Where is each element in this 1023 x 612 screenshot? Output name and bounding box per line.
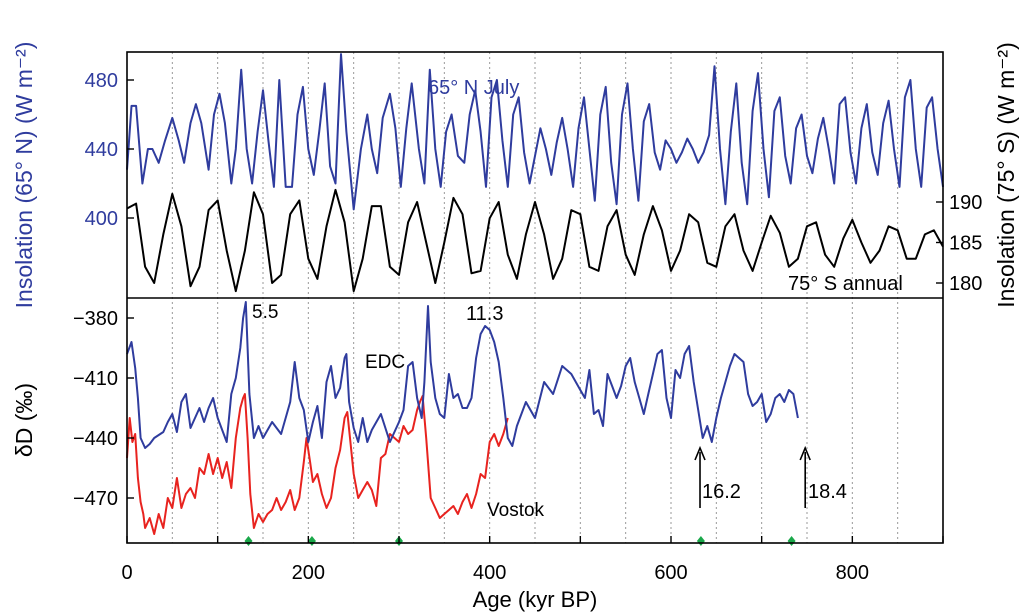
series-layer (126, 53, 944, 535)
series-edc-line (126, 301, 799, 449)
annotation-arrows (694, 445, 811, 508)
arrow-head (694, 445, 706, 461)
series-65n-july-line (126, 53, 944, 211)
annotation-edc: EDC (365, 352, 405, 373)
annotation-mis-18-4: 18.4 (808, 481, 847, 503)
y-tick-label-left-bottom: −410 (73, 368, 118, 390)
annotation-mis-11-3: 11.3 (466, 303, 503, 325)
y-tick-label-left-bottom: −380 (73, 308, 118, 330)
annotation-75s-annual: 75° S annual (788, 273, 903, 295)
green-marker (696, 536, 705, 546)
y-tick-label-left-top: 480 (85, 70, 118, 92)
x-tick-label: 200 (292, 562, 325, 584)
y-axis-label-right-top: Insolation (75° S) (W m⁻²) (993, 42, 1019, 307)
y-axis-label-left-bottom: δD (‰) (11, 383, 37, 457)
y-tick-label-right-top: 185 (949, 233, 982, 255)
x-tick-label: 800 (836, 562, 869, 584)
x-axis-label: Age (kyr BP) (473, 587, 598, 612)
x-tick-label: 600 (654, 562, 687, 584)
y-axes: 400 440 480 180 185 190 −470 −440 −410 −380 (73, 70, 982, 510)
annotation-mis-16-2: 16.2 (702, 481, 741, 503)
y-axis-label-left-top: Insolation (65° N) (W m⁻²) (11, 42, 37, 309)
green-marker (244, 536, 253, 546)
x-axis: 0 200 400 600 800 (121, 536, 944, 584)
y-tick-label-right-top: 180 (949, 273, 982, 295)
x-tick-label: 400 (473, 562, 506, 584)
green-marker (787, 536, 796, 546)
series-75s-annual-line (126, 188, 944, 293)
y-tick-label-left-top: 440 (85, 139, 118, 161)
x-tick-label: 0 (121, 562, 132, 584)
y-tick-label-right-top: 190 (949, 192, 982, 214)
annotations: 65° N July 75° S annual EDC Vostok 5.5 1… (252, 77, 903, 521)
annotation-vostok: Vostok (487, 500, 545, 521)
annotation-65n-july: 65° N July (428, 77, 519, 99)
annotation-mis-5-5: 5.5 (252, 302, 278, 323)
series-vostok-line (126, 393, 509, 535)
green-markers (244, 536, 796, 546)
y-tick-label-left-bottom: −440 (73, 428, 118, 450)
y-tick-label-left-top: 400 (85, 208, 118, 230)
arrow-head (799, 445, 811, 461)
y-tick-label-left-bottom: −470 (73, 488, 118, 510)
green-marker (307, 536, 316, 546)
